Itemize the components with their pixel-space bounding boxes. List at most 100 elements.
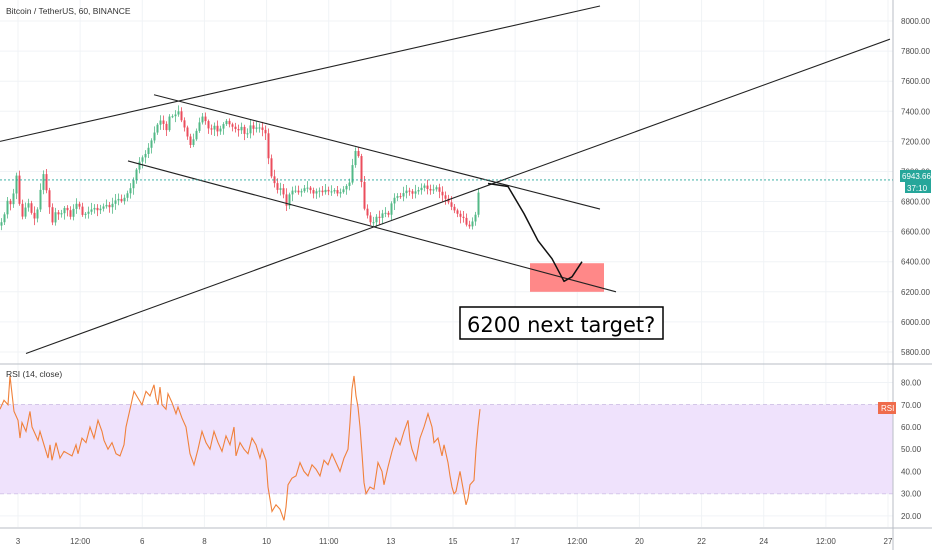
candle-body — [291, 190, 294, 195]
candle-body — [48, 190, 51, 208]
candle-body — [375, 216, 378, 223]
candle-body — [0, 222, 3, 226]
candle-body — [237, 128, 240, 131]
rsi-tick-label: 80.00 — [901, 379, 922, 388]
candle-body — [21, 203, 24, 217]
candle-body — [282, 188, 285, 195]
candle-body — [66, 207, 69, 211]
rsi-tick-label: 40.00 — [901, 467, 922, 476]
trend-line — [127, 160, 617, 293]
candle-body — [465, 217, 468, 225]
countdown-badge — [905, 182, 931, 193]
candle-body — [177, 111, 180, 115]
candle-body — [435, 187, 438, 190]
candle-body — [147, 147, 150, 154]
candle-body — [12, 193, 15, 205]
candle-body — [96, 207, 99, 211]
candle-body — [204, 116, 207, 122]
candle-body — [423, 185, 426, 188]
candle-body — [306, 187, 309, 189]
projection-path — [487, 182, 583, 283]
price-tick-label: 5800.00 — [901, 348, 930, 357]
candle-body — [312, 190, 315, 194]
price-tick-label: 6600.00 — [901, 228, 930, 237]
candle-body — [354, 150, 357, 166]
candle-body — [171, 116, 174, 118]
candle-body — [18, 175, 21, 204]
candle-body — [381, 213, 384, 218]
candle-body — [108, 204, 111, 208]
candle-body — [450, 202, 453, 207]
candle-body — [81, 206, 84, 215]
candle-body — [333, 190, 336, 192]
candle-body — [39, 189, 42, 210]
candle-body — [210, 128, 213, 130]
candle-body — [126, 193, 129, 198]
candle-body — [315, 191, 318, 194]
last-price-label: 6943.66 — [902, 172, 931, 181]
candle-body — [180, 111, 183, 121]
x-tick-label: 27 — [884, 537, 893, 546]
candle-body — [231, 124, 234, 127]
candle-body — [267, 133, 270, 159]
candle-body — [318, 190, 321, 192]
candle-body — [420, 187, 423, 191]
last-price-badge — [900, 170, 931, 182]
candle-body — [285, 194, 288, 206]
candle-body — [393, 197, 396, 204]
candle-body — [255, 127, 258, 129]
candle-body — [15, 175, 18, 194]
candle-body — [216, 125, 219, 132]
candle-body — [243, 126, 246, 134]
candle-body — [366, 208, 369, 216]
candle-body — [249, 125, 252, 134]
price-tick-label: 6000.00 — [901, 318, 930, 327]
annotation-box — [459, 306, 664, 340]
candle-body — [24, 207, 27, 217]
candle-body — [288, 194, 291, 206]
trend-line — [153, 94, 601, 210]
x-tick-label: 3 — [16, 537, 21, 546]
candle-body — [300, 191, 303, 193]
candle-body — [390, 203, 393, 215]
candle-body — [159, 120, 162, 125]
candle-body — [324, 189, 327, 193]
candle-body — [63, 207, 66, 214]
candle-body — [252, 125, 255, 129]
candle-body — [42, 174, 45, 190]
candle-body — [30, 203, 33, 213]
candle-body — [138, 161, 141, 170]
candle-body — [183, 120, 186, 128]
candle-body — [459, 213, 462, 217]
candle-body — [408, 190, 411, 192]
candle-body — [261, 127, 264, 130]
candle-body — [384, 212, 387, 214]
candle-body — [156, 124, 159, 133]
candle-body — [429, 188, 432, 191]
candle-body — [162, 120, 165, 124]
candle-body — [45, 174, 48, 191]
price-tick-label: 8000.00 — [901, 17, 930, 26]
candle-body — [207, 121, 210, 129]
candle-body — [57, 212, 60, 215]
price-tick-label: 6200.00 — [901, 288, 930, 297]
rsi-tick-label: 20.00 — [901, 512, 922, 521]
trend-line — [0, 5, 601, 142]
candle-body — [114, 200, 117, 204]
candle-body — [411, 191, 414, 194]
chart-title: Bitcoin / TetherUS, 60, BINANCE — [6, 6, 131, 16]
candle-body — [405, 190, 408, 194]
price-tick-label: 7400.00 — [901, 107, 930, 116]
candle-body — [378, 216, 381, 218]
x-tick-label: 22 — [697, 537, 706, 546]
candle-body — [321, 190, 324, 193]
candle-body — [309, 187, 312, 191]
price-tick-label: 6400.00 — [901, 258, 930, 267]
candle-body — [336, 190, 339, 194]
candle-body — [456, 210, 459, 214]
candle-body — [417, 190, 420, 192]
candle-body — [111, 203, 114, 208]
candle-body — [36, 209, 39, 219]
